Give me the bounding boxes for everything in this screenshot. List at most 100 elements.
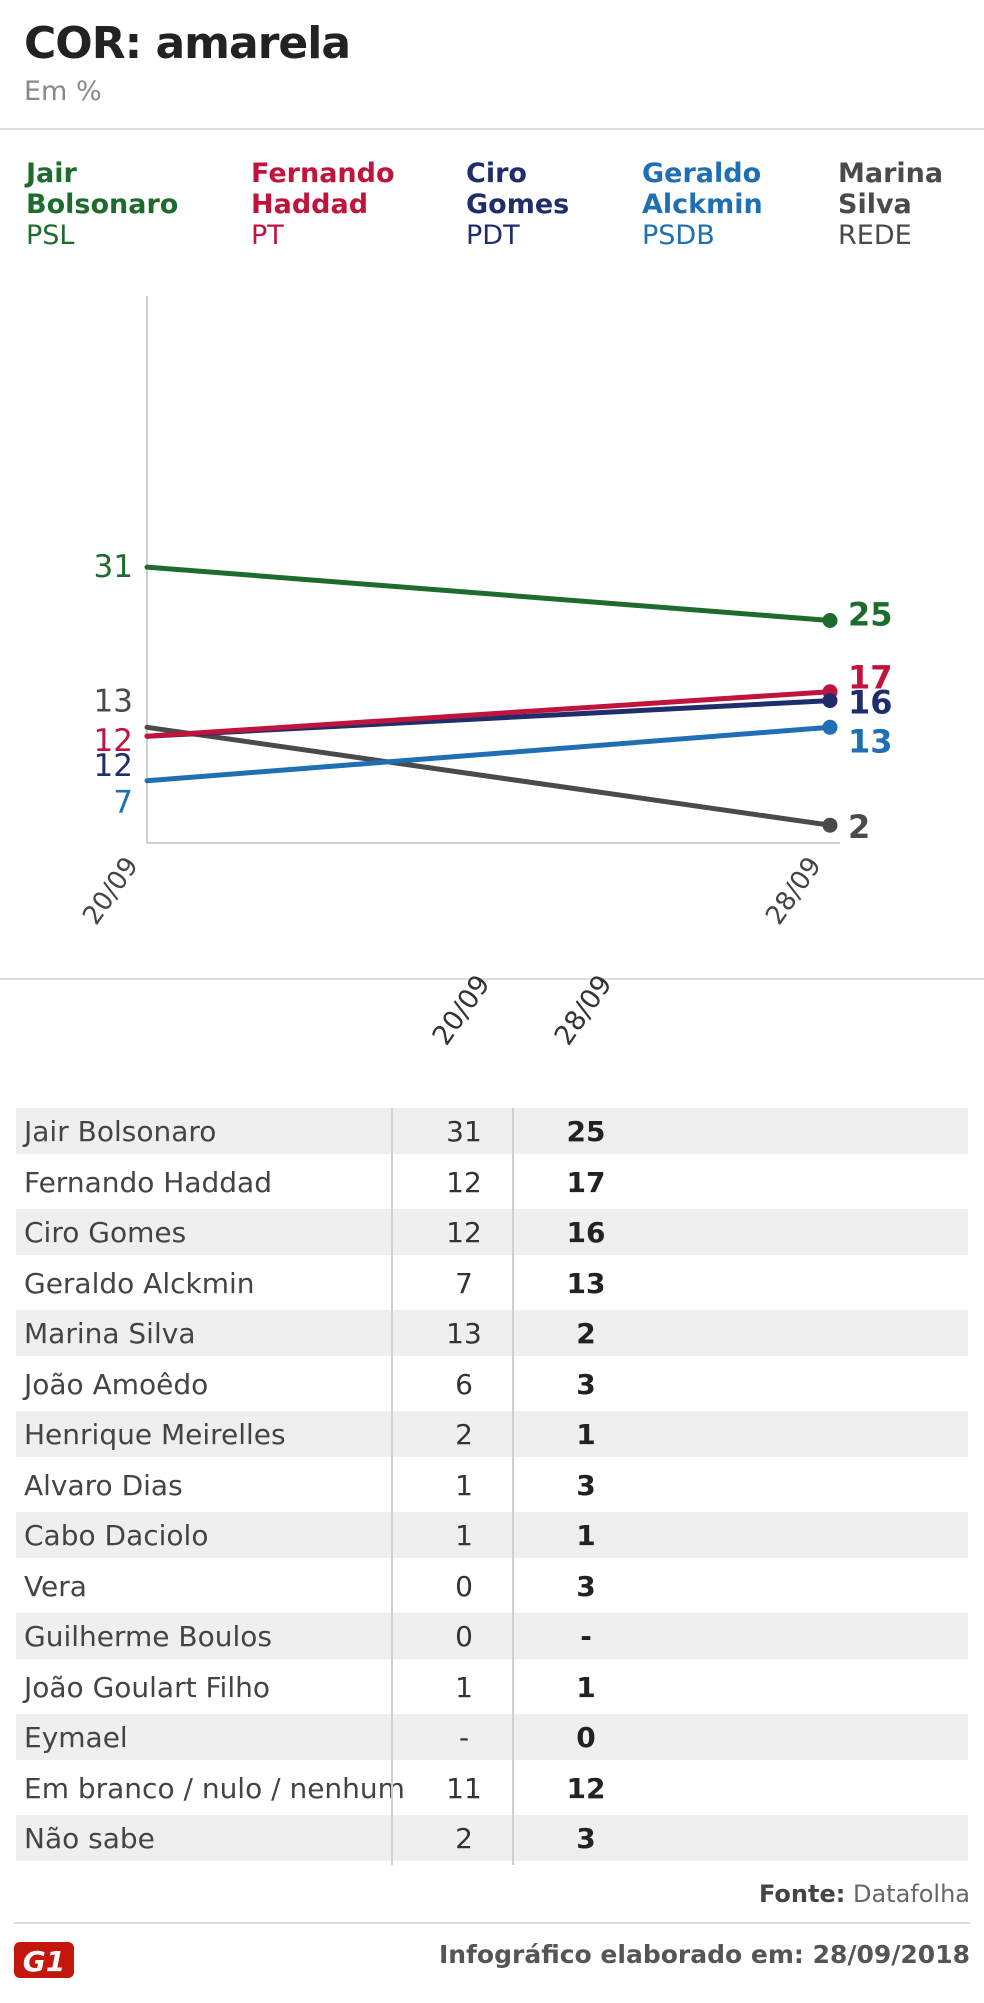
row-value-2009: 13 <box>446 1317 482 1350</box>
row-value-2009: 31 <box>446 1115 482 1148</box>
row-label: Marina Silva <box>24 1317 196 1350</box>
row-value-2009: 2 <box>455 1418 473 1451</box>
table-row: Marina Silva 13 2 <box>16 1310 968 1356</box>
credit-line: Infográfico elaborado em: 28/09/2018 <box>438 1940 970 1969</box>
table-row: Vera 0 3 <box>16 1563 968 1609</box>
divider <box>0 978 984 980</box>
legend-party: PDT <box>466 220 520 251</box>
row-value-2809: 1 <box>576 1670 596 1704</box>
legend-item-haddad: Fernando Haddad PT <box>251 158 395 251</box>
end-value-label: 13 <box>848 722 893 760</box>
table-row: Alvaro Dias 1 3 <box>16 1462 968 1508</box>
end-point <box>822 693 838 709</box>
start-value-label: 13 <box>94 683 133 719</box>
g1-logo-text: G1 <box>23 1945 65 1978</box>
row-value-2809: 1 <box>576 1519 596 1552</box>
row-label: Ciro Gomes <box>24 1216 187 1249</box>
row-label: Henrique Meirelles <box>24 1418 286 1451</box>
legend-item-marina: Marina Silva REDE <box>838 158 943 251</box>
legend-party: PT <box>251 220 284 251</box>
row-value-2809: 17 <box>566 1165 606 1199</box>
row-value-2809: 25 <box>566 1115 606 1148</box>
table-row: Fernando Haddad 12 17 <box>16 1159 968 1205</box>
start-value-label: 12 <box>94 748 133 784</box>
divider <box>0 128 984 130</box>
table-row: Eymael - 0 <box>16 1714 968 1760</box>
table-row: Geraldo Alckmin 7 13 <box>16 1260 968 1306</box>
series-line <box>144 564 833 623</box>
source-value: Datafolha <box>852 1880 970 1908</box>
row-value-2809: - <box>580 1620 592 1653</box>
series-line <box>144 689 833 739</box>
table-row: João Goulart Filho 1 1 <box>16 1664 968 1710</box>
table-row: Em branco / nulo / nenhum 11 12 <box>16 1765 968 1811</box>
table-row: Não sabe 2 3 <box>16 1815 968 1861</box>
row-label: João Amoêdo <box>24 1367 209 1401</box>
start-value-label: 7 <box>113 785 133 821</box>
results-table: Jair Bolsonaro 31 25 Fernando Haddad 12 17 Cir… <box>16 1108 968 1866</box>
row-value-2809: 16 <box>566 1216 606 1249</box>
row-label: Geraldo Alckmin <box>24 1266 255 1300</box>
start-value-label: 31 <box>94 549 133 585</box>
table-row: Jair Bolsonaro 31 25 <box>16 1108 968 1154</box>
row-label: Cabo Daciolo <box>24 1519 209 1552</box>
end-value-label: 16 <box>848 684 893 722</box>
row-value-2009: 1 <box>455 1670 473 1704</box>
x-tick-label: 20/09 <box>77 852 145 931</box>
row-value-2009: 6 <box>455 1367 473 1401</box>
legend-name: Silva <box>838 189 912 220</box>
end-value-label: 17 <box>848 659 893 697</box>
row-value-2809: 0 <box>576 1721 596 1754</box>
g1-logo: G1 <box>14 1942 74 1978</box>
row-value-2809: 13 <box>566 1266 606 1300</box>
table-row: Guilherme Boulos 0 - <box>16 1613 968 1659</box>
start-value-label: 12 <box>94 723 133 759</box>
chart-title: COR: amarela <box>24 18 351 69</box>
legend-item-bolsonaro: Jair Bolsonaro PSL <box>26 158 178 251</box>
row-value-2809: 3 <box>576 1468 596 1502</box>
table-row: Cabo Daciolo 1 1 <box>16 1512 968 1558</box>
legend-name: Ciro <box>466 158 527 189</box>
row-value-2009: 1 <box>455 1519 473 1552</box>
row-value-2009: 11 <box>446 1771 482 1805</box>
legend-name: Marina <box>838 158 944 189</box>
row-label: João Goulart Filho <box>24 1670 270 1704</box>
row-value-2009: 12 <box>446 1216 482 1249</box>
divider <box>14 1922 970 1924</box>
end-value-label: 25 <box>848 596 893 634</box>
row-value-2009: 0 <box>455 1620 473 1653</box>
legend-name: Gomes <box>466 189 570 220</box>
row-label: Em branco / nulo / nenhum <box>24 1771 405 1805</box>
legend-name: Haddad <box>251 189 369 220</box>
row-label: Jair Bolsonaro <box>24 1115 217 1148</box>
table-row: João Amoêdo 6 3 <box>16 1361 968 1407</box>
row-label: Não sabe <box>24 1822 155 1855</box>
legend-name: Bolsonaro <box>26 189 179 220</box>
end-point <box>822 719 838 735</box>
row-label: Alvaro Dias <box>24 1468 183 1502</box>
table-row: Ciro Gomes 12 16 <box>16 1209 968 1255</box>
end-value-label: 2 <box>848 808 870 846</box>
legend-party: PSDB <box>642 220 715 251</box>
row-value-2009: - <box>458 1721 470 1754</box>
legend-item-ciro: Ciro Gomes PDT <box>466 158 569 251</box>
row-label: Guilherme Boulos <box>24 1620 272 1653</box>
end-point <box>822 817 838 833</box>
series-line <box>144 724 833 784</box>
row-value-2809: 3 <box>576 1822 596 1855</box>
table-row: Henrique Meirelles 2 1 <box>16 1411 968 1457</box>
table-header-col1: 20/09 <box>426 969 497 1051</box>
legend-name: Geraldo <box>642 158 762 189</box>
legend-party: PSL <box>26 220 75 251</box>
chart-subtitle: Em % <box>24 76 102 107</box>
end-point <box>822 613 838 628</box>
table-divider <box>391 1108 393 1865</box>
legend-name: Alckmin <box>642 189 763 220</box>
legend-party: REDE <box>838 220 912 251</box>
row-value-2809: 2 <box>576 1317 596 1350</box>
row-label: Vera <box>24 1569 87 1603</box>
g1-logo-shape <box>14 1942 74 1978</box>
row-value-2809: 1 <box>576 1418 596 1451</box>
source-note: Fonte: Datafolha <box>759 1880 970 1908</box>
